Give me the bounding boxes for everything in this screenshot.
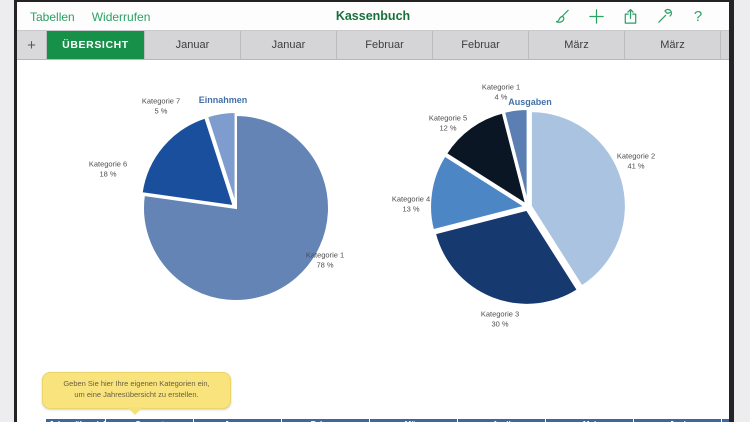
pie-slice[interactable] <box>429 154 528 232</box>
tables-button[interactable]: Tabellen <box>30 9 75 24</box>
sheet-tab-februar[interactable]: Februar <box>433 31 529 59</box>
sheet-tab-bar: + ÜBERSICHT Januar Januar Februar Februar Mär… <box>17 31 729 60</box>
sheet-tab-januar[interactable]: Januar <box>241 31 337 59</box>
table-month-header[interactable]: Gesamt <box>104 419 194 422</box>
pie-slice-label: Kategorie 4 13 % <box>391 194 431 213</box>
device-bezel-top <box>14 0 734 2</box>
sheet-tab-februar[interactable]: Februar <box>337 31 433 59</box>
pie-title: Ausgaben <box>508 97 552 107</box>
table-month-header[interactable]: März <box>369 419 458 422</box>
pie-title: Einnahmen <box>198 95 248 105</box>
tooltip-line1: Geben Sie hier Ihre eigenen Kategorien e… <box>63 379 210 388</box>
app-screen: Kassenbuch Tabellen Widerrufen <box>17 2 729 422</box>
pie-slice[interactable] <box>529 110 627 288</box>
table-month-header[interactable]: Februar <box>281 419 370 422</box>
year-summary-table[interactable]: JahresübersichtGesamtJanuarFebruarMärzAp… <box>45 419 729 422</box>
pie-slice-label: Kategorie 1 78 % <box>305 250 345 269</box>
table-month-header[interactable]: Januar <box>193 419 282 422</box>
table-month-header[interactable]: April <box>457 419 546 422</box>
share-icon[interactable] <box>621 8 639 26</box>
pie-slice[interactable] <box>142 113 330 302</box>
pie-slice-label: Kategorie 6 18 % <box>88 159 128 178</box>
pie-slice-label: Kategorie 5 12 % <box>428 113 468 132</box>
format-brush-icon[interactable] <box>553 8 571 26</box>
sheet-tab-übersicht[interactable]: ÜBERSICHT <box>47 31 145 59</box>
pie-chart-ausgaben[interactable] <box>425 104 631 310</box>
tooltip-line2: um eine Jahresübersicht zu erstellen. <box>74 389 199 399</box>
sheet-tab-märz[interactable]: März <box>529 31 625 59</box>
table-month-header[interactable]: Juni <box>633 419 722 422</box>
coach-tooltip: Geben Sie hier Ihre eigenen Kategorien e… <box>42 372 231 415</box>
pie-chart-einnahmen[interactable] <box>135 107 337 309</box>
sheet-tab-januar[interactable]: Januar <box>145 31 241 59</box>
pie-slice[interactable] <box>502 108 529 205</box>
help-icon[interactable]: ? <box>689 8 707 26</box>
sheet-canvas: Einnahmen Kategorie 1 78 % Kategorie 6 18 % K… <box>17 60 729 422</box>
pie-slice[interactable] <box>205 111 237 206</box>
device-bezel-right <box>729 0 734 422</box>
toolbar: Kassenbuch Tabellen Widerrufen <box>17 2 729 31</box>
table-month-header[interactable]: Mai <box>545 419 634 422</box>
sheet-tab-märz[interactable]: März <box>625 31 721 59</box>
tools-icon[interactable] <box>655 8 673 26</box>
undo-button[interactable]: Widerrufen <box>91 9 151 24</box>
add-icon[interactable] <box>587 8 605 26</box>
pie-slice[interactable] <box>140 116 236 208</box>
device-bezel-left <box>14 0 17 422</box>
table-corner-title[interactable]: Jahresübersicht <box>45 419 106 422</box>
document-title: Kassenbuch <box>335 9 411 23</box>
pie-slice-label: Kategorie 2 41 % <box>616 151 656 170</box>
pie-slice[interactable] <box>433 208 580 306</box>
pie-slice-label: Kategorie 3 30 % <box>480 309 520 328</box>
pie-slice[interactable] <box>444 111 528 207</box>
tooltip-tail-icon <box>127 406 143 415</box>
add-sheet-button[interactable]: + <box>17 31 47 59</box>
